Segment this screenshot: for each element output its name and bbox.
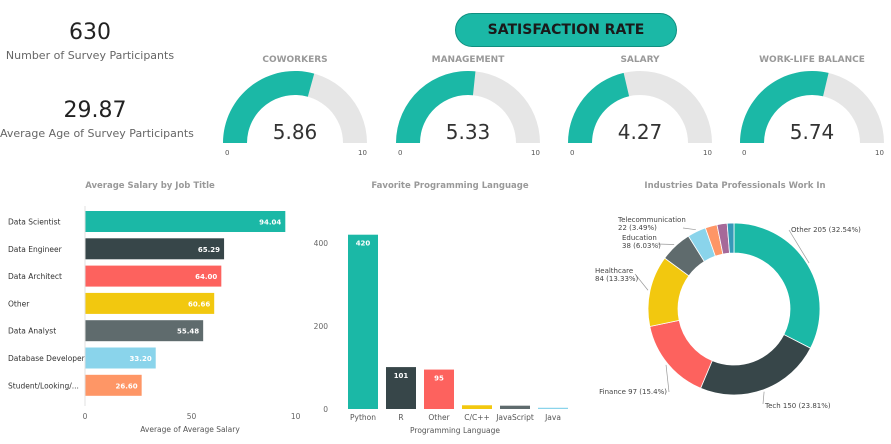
slice-label-telecommunication-value: 22 (3.49%)	[618, 224, 657, 232]
slice-label-other: Other 205 (32.54%)	[791, 226, 861, 234]
x-tick-label: 100	[291, 412, 300, 421]
x-tick-label: 50	[187, 412, 197, 421]
gauge-label: WORK-LIFE BALANCE	[732, 55, 891, 65]
language-chart-svg: 0 200 400 420 Python 101 R 95 Other C/C++ JavaScri…	[300, 178, 585, 440]
slice-tech	[701, 335, 811, 395]
gauge-min-label: 0	[742, 149, 746, 157]
slice-other	[734, 223, 820, 348]
bar-category-label: Data Scientist	[8, 218, 61, 227]
column-c-c	[462, 405, 492, 409]
column-python	[348, 235, 378, 409]
gauge-value: 4.27	[618, 120, 663, 144]
bar-category-label: Other	[8, 299, 30, 308]
leader-line	[683, 228, 696, 230]
x-tick-label: R	[398, 413, 403, 422]
kpi-average-age: 29.87 Average Age of Survey Participants	[0, 98, 190, 140]
slice-label-healthcare-value: 84 (13.33%)	[595, 275, 639, 283]
bar-value-label: 94.04	[259, 219, 281, 227]
x-tick-label: 0	[83, 412, 88, 421]
gauge-svg: 5.33 0 10	[388, 71, 548, 161]
slice-label-healthcare: Healthcare	[595, 267, 633, 275]
kpi-participants-label: Number of Survey Participants	[0, 49, 180, 62]
gauge-max-label: 10	[358, 149, 367, 157]
y-tick-label: 0	[323, 405, 328, 414]
column-value-label: 420	[356, 240, 371, 248]
gauge-min-label: 0	[398, 149, 402, 157]
slice-label-tech: Tech 150 (23.81%)	[764, 402, 831, 410]
gauge-max-label: 10	[531, 149, 540, 157]
gauge-max-label: 10	[875, 149, 884, 157]
x-tick-label: Python	[350, 413, 376, 422]
column-java	[538, 408, 568, 409]
x-axis-label: Average of Average Salary	[140, 425, 240, 434]
slice-label-education: Education	[622, 234, 657, 242]
gauge-min-label: 0	[225, 149, 229, 157]
salary-chart-svg: Data Scientist 94.04 Data Engineer 65.29 Dat…	[0, 178, 300, 440]
kpi-participants-value: 630	[0, 20, 180, 45]
gauge-max-label: 10	[703, 149, 712, 157]
x-tick-label: Java	[544, 413, 561, 422]
bar-category-label: Data Engineer	[8, 245, 63, 254]
gauge-salary: SALARY 4.27 0 10	[560, 55, 720, 160]
y-tick-label: 400	[314, 239, 329, 248]
x-tick-label: Other	[428, 413, 450, 422]
bar-value-label: 60.66	[188, 300, 210, 308]
gauge-management: MANAGEMENT 5.33 0 10	[388, 55, 548, 160]
gauge-svg: 4.27 0 10	[560, 71, 720, 161]
gauge-min-label: 0	[570, 149, 574, 157]
industries-chart: Industries Data Professionals Work In Ot…	[585, 178, 891, 440]
slice-label-finance: Finance 97 (15.4%)	[599, 388, 667, 396]
x-tick-label: C/C++	[464, 413, 490, 422]
language-chart-title: Favorite Programming Language	[300, 181, 600, 191]
column-value-label: 95	[434, 375, 444, 383]
bar-value-label: 33.20	[130, 355, 152, 363]
bar-data-scientist	[85, 211, 285, 232]
satisfaction-rate-title: SATISFACTION RATE	[455, 13, 677, 47]
gauge-label: COWORKERS	[215, 55, 375, 65]
bar-value-label: 64.00	[195, 273, 217, 281]
gauge-value: 5.74	[790, 120, 835, 144]
kpi-average-age-label: Average Age of Survey Participants	[0, 127, 190, 140]
gauge-svg: 5.74 0 10	[732, 71, 891, 161]
x-axis-label: Programming Language	[410, 426, 500, 435]
gauge-value: 5.86	[273, 120, 318, 144]
slice-finance	[650, 320, 712, 388]
bar-value-label: 55.48	[177, 328, 199, 336]
gauge-value: 5.33	[446, 120, 491, 144]
salary-by-job-chart: Average Salary by Job Title Data Scienti…	[0, 178, 300, 440]
gauge-label: MANAGEMENT	[388, 55, 548, 65]
gauge-svg: 5.86 0 10	[215, 71, 375, 161]
slice-label-education-value: 38 (6.03%)	[622, 242, 661, 250]
slice-label-telecommunication: Telecommunication	[617, 216, 686, 224]
salary-chart-title: Average Salary by Job Title	[0, 181, 300, 191]
bar-category-label: Data Architect	[8, 272, 62, 281]
y-tick-label: 200	[314, 322, 329, 331]
gauge-work-life-balance: WORK-LIFE BALANCE 5.74 0 10	[732, 55, 891, 160]
kpi-participants: 630 Number of Survey Participants	[0, 20, 180, 62]
bar-category-label: Database Developer	[8, 354, 86, 363]
column-javascript	[500, 406, 530, 409]
x-tick-label: JavaScript	[495, 413, 534, 422]
bar-category-label: Data Analyst	[8, 327, 56, 336]
industries-chart-title: Industries Data Professionals Work In	[585, 181, 885, 191]
column-value-label: 101	[394, 372, 409, 380]
kpi-average-age-value: 29.87	[0, 98, 190, 123]
bar-category-label: Student/Looking/...	[8, 381, 79, 390]
gauge-label: SALARY	[560, 55, 720, 65]
bar-value-label: 26.60	[116, 382, 138, 390]
gauge-coworkers: COWORKERS 5.86 0 10	[215, 55, 375, 160]
industries-chart-svg: Other 205 (32.54%) Tech 150 (23.81%) Finan…	[585, 178, 891, 440]
leader-line	[763, 392, 764, 404]
bar-value-label: 65.29	[198, 246, 220, 254]
